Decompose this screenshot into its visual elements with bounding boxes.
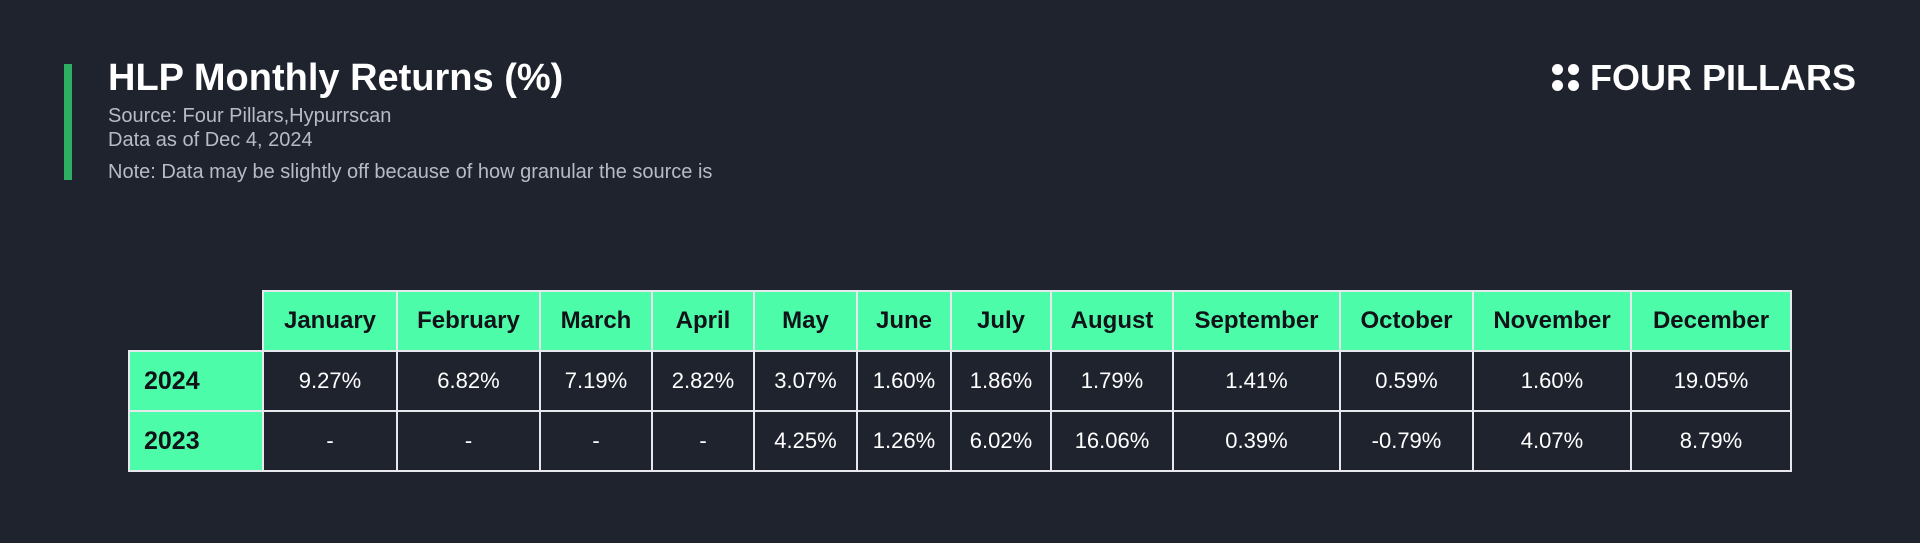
return-cell: -: [651, 410, 755, 472]
return-cell: 6.82%: [396, 350, 541, 412]
return-cell: 4.25%: [753, 410, 858, 472]
return-cell: 1.26%: [856, 410, 952, 472]
return-cell: 1.79%: [1050, 350, 1174, 412]
month-header-july: July: [950, 290, 1052, 352]
return-cell: 16.06%: [1050, 410, 1174, 472]
return-cell: 1.60%: [1472, 350, 1632, 412]
return-cell: 19.05%: [1630, 350, 1792, 412]
month-header-october: October: [1339, 290, 1474, 352]
return-cell: -0.79%: [1339, 410, 1474, 472]
month-header-august: August: [1050, 290, 1174, 352]
return-cell: 1.60%: [856, 350, 952, 412]
as-of-date: Data as of Dec 4, 2024: [108, 129, 313, 151]
return-cell: 0.39%: [1172, 410, 1341, 472]
accent-bar: [64, 64, 72, 180]
chart-title: HLP Monthly Returns (%): [108, 57, 564, 99]
return-cell: 1.41%: [1172, 350, 1341, 412]
header-row: January February March April May June July Augu…: [129, 290, 1792, 352]
return-cell: 2.82%: [651, 350, 755, 412]
month-header-february: February: [396, 290, 541, 352]
year-label: 2024: [128, 350, 264, 412]
return-cell: -: [262, 410, 398, 472]
return-cell: 7.19%: [539, 350, 653, 412]
table-row: 2024 9.27% 6.82% 7.19% 2.82% 3.07% 1.60% 1.86% 1…: [128, 350, 1792, 412]
return-cell: 8.79%: [1630, 410, 1792, 472]
month-header-april: April: [651, 290, 755, 352]
return-cell: 3.07%: [753, 350, 858, 412]
month-header-may: May: [753, 290, 858, 352]
month-header-december: December: [1630, 290, 1792, 352]
month-header-january: January: [262, 290, 398, 352]
four-dots-icon: [1552, 64, 1580, 92]
source-text: Source: Four Pillars,Hypurrscan: [108, 105, 392, 127]
data-note: Note: Data may be slightly off because o…: [108, 161, 713, 183]
corner-cell: [129, 291, 263, 351]
return-cell: 0.59%: [1339, 350, 1474, 412]
month-header-september: September: [1172, 290, 1341, 352]
month-header-june: June: [856, 290, 952, 352]
brand-logo: FOUR PILLARS: [1552, 56, 1856, 100]
returns-table: January February March April May June July Augu…: [128, 290, 1792, 472]
return-cell: 4.07%: [1472, 410, 1632, 472]
return-cell: 9.27%: [262, 350, 398, 412]
table-row: 2023- - - -4.25% 1.26% 6.02% 16.06% 0.39% -0.79%…: [128, 410, 1792, 472]
brand-name: FOUR PILLARS: [1590, 57, 1856, 98]
returns-table-wrapper: January February March April May June July Augu…: [128, 290, 1792, 472]
return-cell: 1.86%: [950, 350, 1052, 412]
return-cell: 6.02%: [950, 410, 1052, 472]
month-header-march: March: [539, 290, 653, 352]
year-label: 2023: [128, 410, 264, 472]
return-cell: -: [539, 410, 653, 472]
month-header-november: November: [1472, 290, 1632, 352]
return-cell: -: [396, 410, 541, 472]
